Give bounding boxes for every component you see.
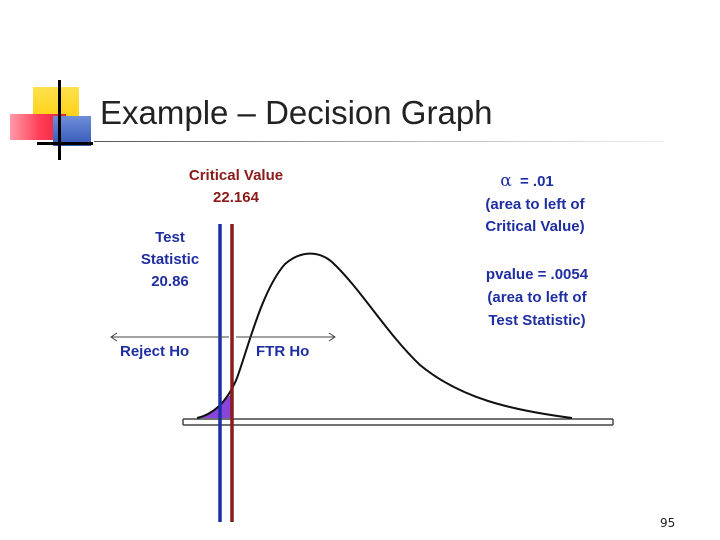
- ftr-ho-label: FTR Ho: [256, 343, 309, 360]
- alpha-description-line1: (area to left of: [485, 196, 585, 213]
- page-number: 95: [660, 516, 676, 530]
- title-underline: [94, 141, 664, 142]
- reject-region-arrow: [110, 332, 229, 342]
- test-statistic-value: 20.86: [151, 273, 189, 290]
- pvalue-description-line2: Test Statistic): [488, 312, 585, 329]
- alpha-value: = .01: [520, 173, 554, 190]
- critical-value-label: Critical Value: [189, 167, 283, 184]
- pvalue-label: pvalue = .0054: [486, 266, 589, 283]
- slide-title: Example – Decision Graph: [100, 94, 493, 131]
- ftr-region-arrow: [236, 332, 336, 342]
- chi-square-curve: [196, 252, 573, 419]
- x-axis-baseline: [182, 418, 614, 426]
- slide-decoration-vertical-line: [58, 80, 61, 160]
- shaded-rejection-area: [197, 394, 231, 418]
- critical-value-number: 22.164: [213, 189, 260, 206]
- alpha-symbol: α: [500, 171, 512, 191]
- test-statistic-label-line1: Test: [155, 229, 185, 246]
- reject-ho-label: Reject Ho: [120, 343, 189, 360]
- pvalue-description-line1: (area to left of: [487, 289, 587, 306]
- alpha-description-line2: Critical Value): [485, 218, 584, 235]
- slide-decoration-horizontal-line: [37, 142, 93, 145]
- test-statistic-label-line2: Statistic: [141, 251, 199, 268]
